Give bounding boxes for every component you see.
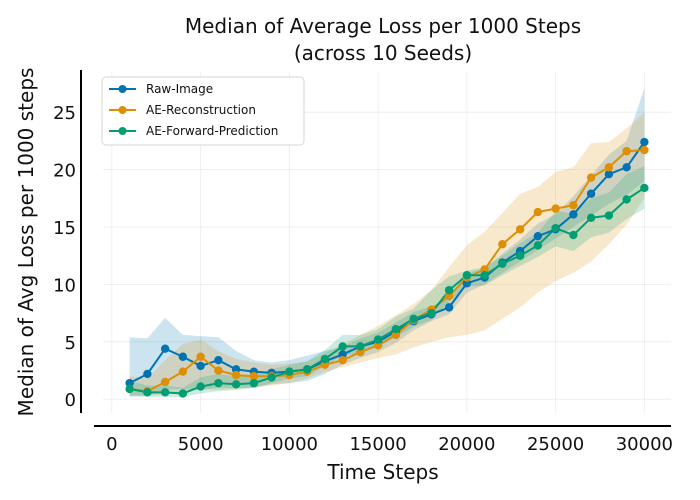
point-ae-reconstruction xyxy=(196,352,205,361)
point-ae-forward-prediction xyxy=(143,388,152,397)
point-ae-reconstruction xyxy=(391,330,401,340)
y-axis-label: Median of Avg Loss per 1000 steps xyxy=(14,68,38,417)
x-axis-label: Time Steps xyxy=(326,460,438,484)
point-ae-forward-prediction xyxy=(196,382,205,391)
point-raw-image xyxy=(533,231,543,241)
y-tick-label: 5 xyxy=(65,333,76,354)
point-ae-reconstruction xyxy=(640,145,649,155)
point-ae-forward-prediction xyxy=(267,373,276,382)
point-ae-forward-prediction xyxy=(391,324,401,334)
point-ae-reconstruction xyxy=(231,370,241,380)
legend-label: Raw-Image xyxy=(146,82,213,96)
point-ae-forward-prediction xyxy=(515,251,525,260)
x-tick-label: 25000 xyxy=(527,434,584,455)
point-ae-reconstruction xyxy=(551,204,560,213)
legend-marker xyxy=(118,85,127,93)
legend-label: AE-Forward-Prediction xyxy=(146,124,278,138)
point-ae-reconstruction xyxy=(480,265,489,274)
point-ae-forward-prediction xyxy=(569,230,578,240)
point-ae-reconstruction xyxy=(515,225,525,234)
point-ae-reconstruction xyxy=(498,240,507,249)
point-ae-reconstruction xyxy=(320,360,330,369)
point-raw-image xyxy=(214,355,223,365)
point-ae-reconstruction xyxy=(586,173,596,182)
point-ae-forward-prediction xyxy=(320,354,330,364)
point-ae-forward-prediction xyxy=(214,378,223,388)
point-ae-reconstruction xyxy=(356,347,365,357)
point-raw-image xyxy=(586,189,596,198)
point-ae-forward-prediction xyxy=(160,388,170,397)
point-ae-forward-prediction xyxy=(409,314,418,324)
point-raw-image xyxy=(178,352,188,361)
legend: Raw-Image AE-Reconstruction AE-Forward-Pre… xyxy=(101,76,305,146)
band-ae-reconstruction xyxy=(129,112,645,396)
x-tick-label: 15000 xyxy=(349,434,406,455)
point-raw-image xyxy=(640,137,649,147)
point-raw-image xyxy=(125,378,134,388)
point-ae-forward-prediction xyxy=(551,223,560,233)
point-ae-forward-prediction xyxy=(604,211,614,220)
chart-title: Median of Average Loss per 1000 Steps xyxy=(185,14,581,38)
point-ae-forward-prediction xyxy=(427,308,436,318)
point-raw-image xyxy=(143,369,152,379)
point-ae-reconstruction xyxy=(214,366,223,375)
point-ae-forward-prediction xyxy=(462,271,472,280)
x-tick-label: 10000 xyxy=(261,434,318,455)
point-ae-reconstruction xyxy=(569,200,578,210)
legend-label: AE-Reconstruction xyxy=(146,103,256,117)
point-ae-forward-prediction xyxy=(231,380,241,389)
point-raw-image xyxy=(160,344,170,353)
point-ae-forward-prediction xyxy=(249,378,259,388)
point-raw-image xyxy=(338,350,347,359)
point-raw-image xyxy=(604,169,614,179)
point-raw-image xyxy=(622,163,631,172)
gridlines xyxy=(103,72,671,413)
point-raw-image xyxy=(444,303,454,312)
point-ae-forward-prediction xyxy=(373,335,383,344)
point-ae-forward-prediction xyxy=(356,342,365,351)
y-tick-label: 25 xyxy=(53,103,76,124)
point-raw-image xyxy=(231,365,241,374)
point-raw-image xyxy=(569,210,578,219)
point-ae-forward-prediction xyxy=(640,183,649,193)
point-ae-forward-prediction xyxy=(586,213,596,223)
point-ae-reconstruction xyxy=(533,207,543,217)
point-ae-forward-prediction xyxy=(285,367,294,376)
point-ae-forward-prediction xyxy=(533,241,543,250)
point-ae-forward-prediction xyxy=(178,389,188,398)
point-ae-reconstruction xyxy=(338,355,347,365)
point-ae-reconstruction xyxy=(444,291,454,301)
point-ae-reconstruction xyxy=(249,372,259,381)
legend-marker xyxy=(118,106,127,114)
y-tick-label: 10 xyxy=(53,275,76,296)
point-ae-reconstruction xyxy=(178,367,188,376)
point-ae-forward-prediction xyxy=(444,285,454,295)
x-tick-label: 20000 xyxy=(438,434,495,455)
legend-marker xyxy=(118,127,127,135)
point-ae-forward-prediction xyxy=(498,259,507,268)
point-ae-forward-prediction xyxy=(622,195,631,204)
point-ae-reconstruction xyxy=(604,163,614,172)
point-ae-reconstruction xyxy=(373,341,383,350)
y-tick-label: 20 xyxy=(53,161,76,182)
point-ae-forward-prediction xyxy=(338,342,347,351)
point-ae-reconstruction xyxy=(160,377,170,387)
point-raw-image xyxy=(196,361,205,371)
point-ae-forward-prediction xyxy=(302,365,312,374)
y-tick-label: 0 xyxy=(65,390,76,411)
point-ae-reconstruction xyxy=(622,147,631,156)
series-points xyxy=(125,137,649,398)
x-tick-label: 5000 xyxy=(178,434,224,455)
chart-subtitle: (across 10 Seeds) xyxy=(294,41,472,65)
legend-box xyxy=(101,76,305,146)
y-tick-label: 15 xyxy=(53,218,76,239)
x-tick-label: 30000 xyxy=(616,434,673,455)
point-ae-forward-prediction xyxy=(125,384,134,394)
point-ae-forward-prediction xyxy=(480,271,489,280)
point-raw-image xyxy=(462,279,472,288)
x-tick-label: 0 xyxy=(106,434,117,455)
axes: 0 5000 10000 15000 20000 25000 30000 0 5 10 15 20 25 xyxy=(53,70,673,455)
